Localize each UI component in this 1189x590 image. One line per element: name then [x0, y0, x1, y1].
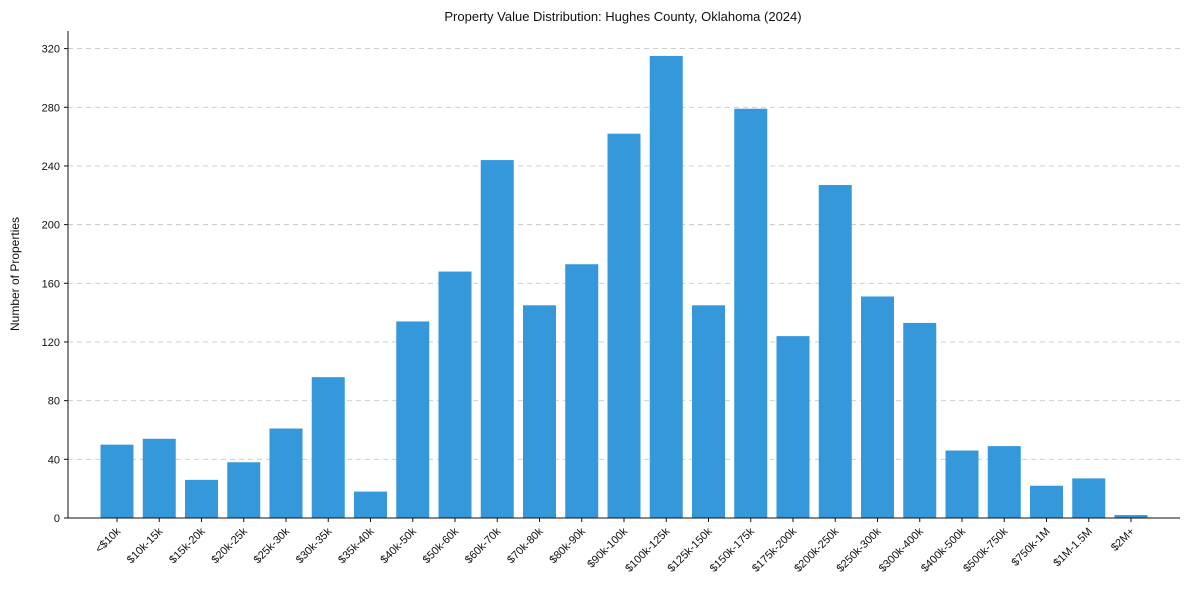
x-tick-label: $80k-90k	[547, 525, 588, 566]
bar	[227, 462, 261, 518]
x-tick-label: <$10k	[93, 525, 123, 555]
x-axis-ticks: <$10k $10k-15k $15k-20k $20k-25k $25k-30k $30…	[93, 518, 1137, 575]
bar	[861, 296, 894, 518]
y-tick-label: 240	[42, 161, 60, 173]
bar	[818, 185, 852, 518]
bar	[776, 336, 810, 518]
x-tick-label: $25k-30k	[252, 525, 293, 566]
bar	[565, 264, 599, 518]
x-tick-label: $35k-40k	[336, 525, 377, 566]
x-tick-label: $15k-20k	[167, 525, 208, 566]
y-axis-ticks: 0 40 80 120 160 200 240 280 320	[42, 44, 68, 525]
y-axis-label: Number of Properties	[8, 217, 22, 331]
y-tick-label: 0	[54, 513, 60, 525]
x-tick-label: $10k-15k	[125, 525, 166, 566]
bar	[945, 450, 979, 518]
bar	[1114, 515, 1148, 518]
x-tick-label: $30k-35k	[294, 525, 335, 566]
x-tick-label: $750k-1M	[1010, 526, 1053, 569]
x-tick-label: $50k-60k	[421, 525, 462, 566]
bar	[692, 305, 725, 518]
bar	[480, 160, 514, 518]
bar	[1030, 485, 1063, 518]
bar	[523, 305, 556, 518]
y-tick-label: 200	[42, 220, 60, 232]
bar	[438, 271, 472, 518]
bar	[607, 133, 641, 518]
x-tick-label: $60k-70k	[463, 525, 504, 566]
bar	[269, 428, 303, 518]
bar	[185, 479, 218, 518]
bar	[1072, 478, 1106, 518]
x-tick-label: $1M-1.5M	[1051, 526, 1095, 570]
bar	[311, 377, 345, 518]
bars	[100, 55, 1148, 519]
bar	[142, 438, 176, 518]
bar	[987, 446, 1021, 518]
bar	[734, 108, 768, 519]
bar	[354, 491, 387, 518]
y-tick-label: 40	[48, 454, 60, 466]
y-tick-label: 80	[48, 396, 60, 408]
x-tick-label: $2M+	[1109, 526, 1137, 554]
bar	[649, 55, 683, 519]
bar	[903, 322, 937, 518]
chart-title: Property Value Distribution: Hughes Coun…	[444, 9, 801, 24]
bar	[396, 321, 430, 518]
x-tick-label: $70k-80k	[505, 525, 546, 566]
y-tick-label: 160	[42, 278, 60, 290]
x-tick-label: $20k-25k	[209, 525, 250, 566]
x-tick-label: $40k-50k	[378, 525, 419, 566]
y-tick-label: 280	[42, 102, 60, 114]
x-tick-label: $90k-100k	[585, 525, 630, 570]
y-tick-label: 320	[42, 44, 60, 56]
x-tick-label: $500k-750k	[961, 525, 1010, 574]
y-tick-label: 120	[42, 337, 60, 349]
bar	[100, 444, 134, 518]
